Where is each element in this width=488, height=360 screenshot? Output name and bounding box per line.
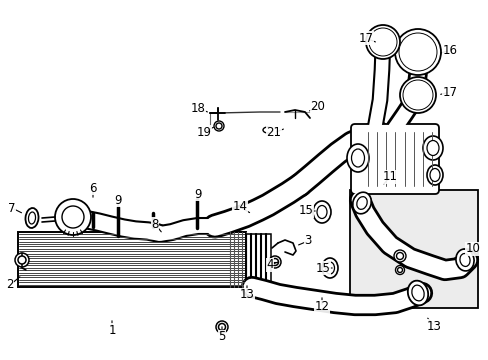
Circle shape: [398, 33, 436, 71]
Text: 3: 3: [304, 234, 311, 248]
Circle shape: [393, 250, 405, 262]
Text: 1: 1: [108, 324, 116, 337]
Text: 4: 4: [265, 258, 273, 271]
Text: 7: 7: [8, 202, 16, 215]
Ellipse shape: [316, 206, 326, 219]
Ellipse shape: [28, 212, 36, 224]
Circle shape: [15, 253, 29, 267]
Text: 19: 19: [196, 126, 211, 139]
Circle shape: [394, 29, 440, 75]
Bar: [349, 190, 477, 308]
FancyBboxPatch shape: [350, 124, 438, 194]
Text: 15: 15: [315, 261, 330, 274]
Ellipse shape: [263, 127, 272, 133]
Ellipse shape: [356, 197, 366, 210]
Circle shape: [216, 123, 222, 129]
Circle shape: [371, 31, 393, 53]
Circle shape: [368, 28, 396, 56]
Ellipse shape: [407, 281, 427, 305]
Bar: [18, 232, 245, 287]
Circle shape: [405, 83, 429, 107]
Circle shape: [396, 252, 403, 260]
Ellipse shape: [455, 249, 473, 271]
Text: 5: 5: [218, 330, 225, 343]
Circle shape: [402, 80, 432, 110]
Ellipse shape: [352, 192, 370, 214]
Text: 10: 10: [465, 243, 479, 256]
Circle shape: [18, 256, 26, 264]
Ellipse shape: [312, 201, 330, 223]
Circle shape: [55, 199, 91, 235]
Text: 18: 18: [190, 102, 205, 114]
Text: 14: 14: [232, 201, 247, 213]
Circle shape: [395, 266, 404, 274]
Text: 15: 15: [298, 204, 313, 217]
Ellipse shape: [459, 253, 469, 266]
Ellipse shape: [351, 149, 364, 167]
Text: 16: 16: [442, 44, 457, 57]
Circle shape: [365, 25, 399, 59]
Circle shape: [271, 258, 278, 266]
Ellipse shape: [325, 262, 334, 274]
Text: 17: 17: [442, 85, 457, 99]
Text: 6: 6: [89, 181, 97, 194]
Circle shape: [216, 321, 227, 333]
Circle shape: [399, 77, 435, 113]
Text: 12: 12: [314, 301, 329, 314]
Ellipse shape: [429, 168, 439, 181]
Text: 13: 13: [239, 288, 254, 302]
Ellipse shape: [346, 144, 368, 172]
Text: 21: 21: [266, 126, 281, 139]
Text: 17: 17: [358, 31, 373, 45]
Circle shape: [218, 324, 225, 330]
Text: 2: 2: [6, 279, 14, 292]
Ellipse shape: [411, 285, 423, 301]
Circle shape: [268, 256, 281, 268]
Text: 13: 13: [426, 320, 441, 333]
Ellipse shape: [426, 140, 438, 156]
Text: 11: 11: [382, 171, 397, 184]
Circle shape: [62, 206, 84, 228]
Text: 20: 20: [310, 100, 325, 113]
Ellipse shape: [426, 165, 442, 185]
Circle shape: [401, 36, 433, 68]
Text: 8: 8: [151, 217, 159, 230]
Ellipse shape: [25, 208, 39, 228]
Bar: [245, 234, 270, 285]
Text: 9: 9: [114, 194, 122, 207]
Text: 9: 9: [194, 188, 202, 201]
Ellipse shape: [422, 136, 442, 160]
Circle shape: [214, 121, 224, 131]
Circle shape: [397, 267, 402, 273]
Ellipse shape: [321, 258, 337, 278]
